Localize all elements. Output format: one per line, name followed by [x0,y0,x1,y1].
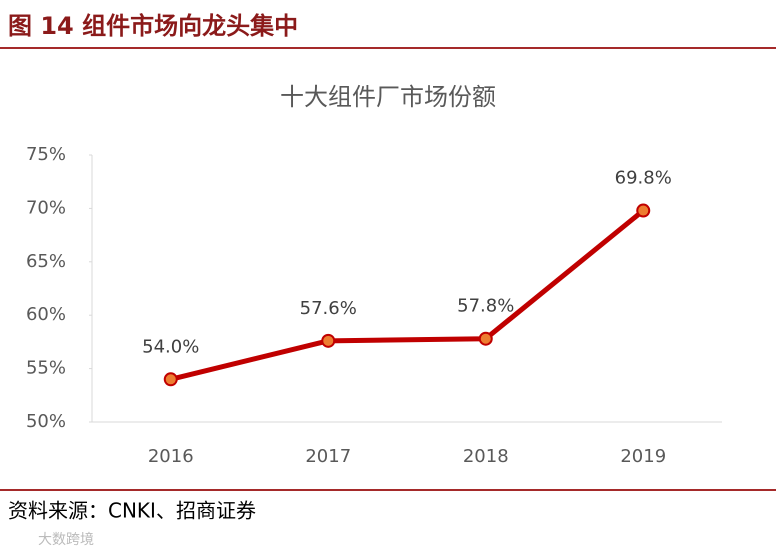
marker [163,372,178,387]
line [170,208,645,382]
watermark: 大数跨境 [38,532,94,548]
y-tick-label: 65% [26,251,66,272]
data-label: 57.8% [457,296,514,317]
x-tick-label: 2018 [463,446,509,467]
y-tick-label: 60% [26,304,66,325]
x-tick-label: 2019 [620,446,666,467]
marker [636,203,651,218]
y-tick-label: 50% [26,411,66,432]
chart-title: 十大组件厂市场份额 [280,83,496,111]
data-label: 54.0% [142,336,199,357]
figure-caption: 图 14 组件市场向龙头集中 [8,12,298,40]
data-label: 69.8% [615,168,672,189]
marker [478,331,493,346]
source: 资料来源：CNKI、招商证券 [8,499,256,523]
data-label: 57.6% [300,298,357,319]
y-tick-label: 55% [26,358,66,379]
y-tick-label: 75% [26,144,66,165]
x-tick-label: 2017 [305,446,351,467]
marker [321,333,336,348]
x-tick-label: 2016 [148,446,194,467]
y-tick-label: 70% [26,197,66,218]
